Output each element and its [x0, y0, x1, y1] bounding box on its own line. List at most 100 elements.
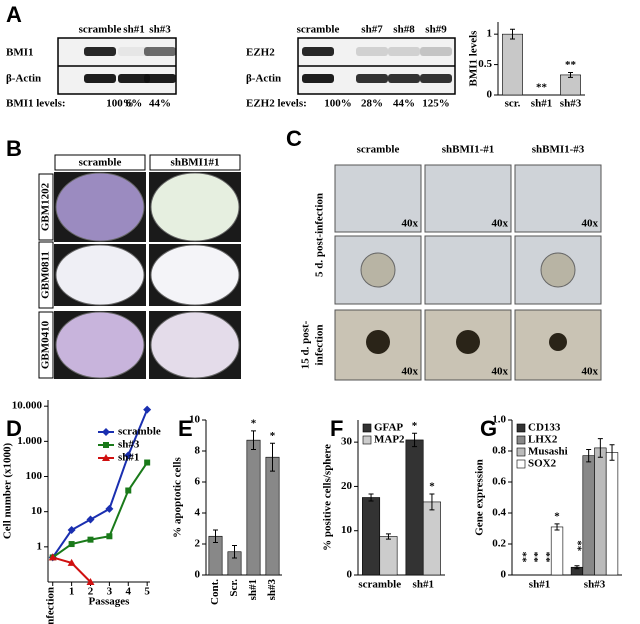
annotation: **	[516, 552, 528, 564]
level-value: 100%	[324, 98, 352, 110]
annotation: *	[412, 420, 418, 432]
lane-label: scramble	[297, 24, 340, 36]
sphere	[540, 252, 576, 288]
magnification: 40x	[582, 218, 599, 230]
panel-letter: G	[480, 416, 497, 441]
magnification: 40x	[492, 366, 509, 378]
row-header: infection	[314, 325, 326, 366]
error-bar	[429, 493, 435, 511]
row-label: β-Actin	[246, 73, 281, 85]
y-tick-label: 0.6	[492, 476, 506, 488]
point	[125, 487, 132, 494]
magnification: 40x	[582, 366, 599, 378]
bar	[582, 455, 595, 576]
y-tick-label: 0	[487, 89, 493, 101]
legend-marker	[102, 454, 110, 461]
level-value: 6%	[126, 98, 143, 110]
legend-label: CD133	[528, 422, 561, 434]
x-tick-label: scr.	[505, 98, 521, 110]
x-tick-label: 2	[88, 586, 94, 598]
column-header: shBMI1-#1	[442, 144, 495, 156]
micrograph	[334, 164, 422, 233]
annotation: **	[565, 59, 577, 71]
y-tick-label: 0.4	[492, 507, 506, 519]
row-label: β-Actin	[6, 73, 41, 85]
annotation: *	[251, 417, 257, 429]
column-header: shBMI1-#3	[532, 144, 585, 156]
bar	[379, 536, 398, 576]
legend-swatch	[516, 423, 526, 433]
error-bar	[574, 565, 580, 570]
point	[124, 451, 133, 460]
y-tick-label: 0	[501, 569, 507, 581]
column-header: shBMI1#1	[171, 157, 220, 169]
x-tick-label: Cont.	[209, 579, 221, 605]
lane-label: sh#1	[123, 24, 144, 36]
dish	[150, 172, 240, 242]
y-axis-label: BMI1 levels	[468, 30, 480, 87]
series-line	[52, 461, 148, 559]
lane-label: sh#9	[425, 24, 447, 36]
blot-band	[84, 47, 116, 56]
micrograph	[514, 235, 602, 305]
point	[68, 541, 75, 548]
panel-letter: C	[286, 126, 302, 151]
level-value: 100%	[106, 98, 134, 110]
micrograph	[424, 164, 512, 233]
blot-band	[388, 47, 420, 56]
row-header-box	[38, 241, 54, 309]
row-label: BMI1	[6, 47, 34, 59]
annotation: *	[429, 480, 435, 492]
x-tick-label: sh#3	[266, 579, 278, 601]
panel-letter: F	[330, 416, 343, 441]
legend-label: scramble	[118, 426, 161, 438]
y-tick-label: 1	[487, 28, 493, 40]
bar	[422, 501, 441, 576]
dish	[55, 244, 145, 306]
blot-band	[118, 47, 150, 56]
y-tick-label: 6	[195, 476, 201, 488]
y-tick-label: 0.5	[478, 58, 492, 70]
legend-swatch	[362, 423, 372, 433]
point	[86, 515, 95, 524]
x-tick-label: sh#3	[584, 579, 606, 591]
bar	[265, 456, 280, 576]
point	[87, 536, 94, 543]
error-bar	[251, 430, 256, 450]
y-axis-label: % apoptotic cells	[172, 456, 184, 537]
row-header-box	[38, 311, 54, 379]
legend-label: GFAP	[374, 422, 403, 434]
error-bar	[385, 533, 391, 540]
point	[106, 533, 113, 540]
y-tick-label: 0	[195, 569, 201, 581]
y-tick-label: 1.000	[17, 435, 42, 447]
y-tick-label: 30	[341, 436, 353, 448]
point	[105, 504, 114, 513]
annotation: *	[270, 430, 276, 442]
column-header-box	[54, 154, 146, 171]
y-tick-label: 20	[341, 480, 353, 492]
x-tick-label: 3	[107, 586, 113, 598]
row-header: GBM1202	[40, 182, 52, 231]
bar	[550, 526, 564, 576]
lane-label: sh#7	[361, 24, 383, 36]
dish	[150, 311, 240, 379]
row-label: EZH2	[246, 47, 275, 59]
legend-marker	[103, 442, 109, 448]
x-tick-label: Scr.	[228, 579, 240, 597]
y-tick-label: 10	[341, 524, 353, 536]
error-bar	[232, 545, 237, 559]
error-bar	[368, 493, 374, 502]
row-header: 5 d. post-infection	[314, 193, 326, 277]
panel-letter: D	[6, 416, 22, 441]
x-tick-label: Infection	[44, 587, 56, 624]
point	[143, 405, 152, 414]
blot-band	[144, 74, 176, 83]
point	[144, 459, 151, 466]
error-bar	[213, 529, 218, 543]
legend-swatch	[516, 435, 526, 445]
blot-band	[302, 47, 334, 56]
dish	[150, 244, 240, 306]
